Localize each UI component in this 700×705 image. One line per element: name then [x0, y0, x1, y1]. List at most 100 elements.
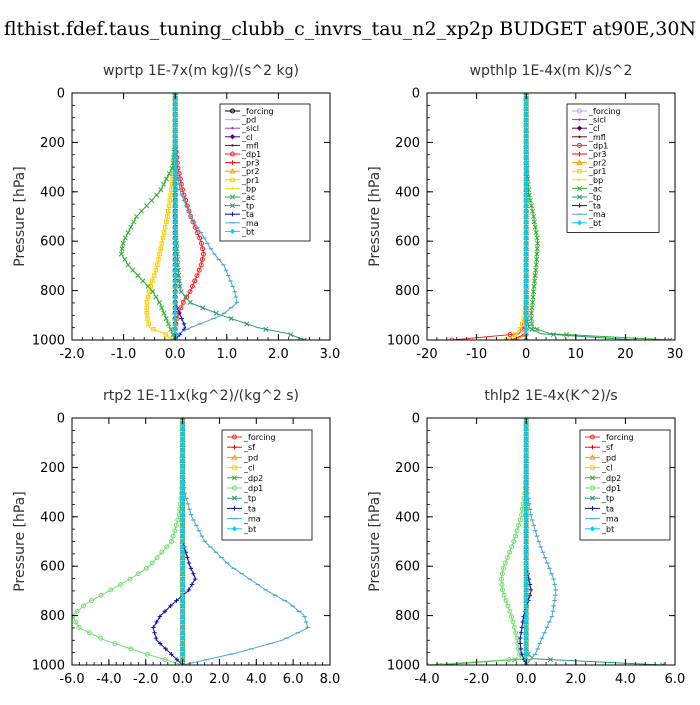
legend-entry: _forcing [572, 107, 621, 116]
data-point [146, 289, 152, 294]
data-point [533, 262, 539, 268]
data-point [179, 635, 186, 641]
data-point [531, 283, 537, 289]
data-point [172, 133, 178, 139]
data-point [534, 235, 540, 241]
data-point [179, 528, 186, 534]
legend-label: _sf [601, 443, 613, 452]
data-point [228, 315, 234, 322]
data-point [660, 662, 666, 665]
data-point [149, 560, 155, 566]
y-tick-label: 1000 [32, 334, 65, 349]
data-point [151, 327, 156, 332]
legend-marker [231, 454, 238, 460]
data-point [178, 289, 184, 295]
data-point [523, 549, 529, 555]
data-point [172, 165, 178, 171]
data-point [172, 138, 178, 144]
legend-box [221, 429, 313, 541]
data-point [172, 170, 178, 177]
data-point [176, 278, 182, 284]
data-point [169, 539, 174, 544]
data-point [153, 267, 159, 273]
data-point [144, 651, 150, 657]
data-point [179, 592, 186, 598]
data-point [523, 619, 529, 625]
legend-label: _dp1 [243, 484, 263, 493]
data-point [189, 582, 195, 587]
data-point [518, 646, 524, 652]
legend-marker [576, 220, 583, 226]
legend-label: _ac [588, 184, 602, 193]
data-point [145, 294, 151, 300]
data-point [191, 571, 196, 576]
data-point [122, 256, 128, 263]
data-point [125, 262, 131, 268]
data-point [547, 657, 554, 663]
legend-marker [231, 526, 238, 532]
legend-label: _mfl [241, 141, 259, 150]
legend-marker [576, 185, 583, 191]
data-point [179, 533, 186, 539]
data-point [172, 224, 178, 230]
y-tick-label: 200 [395, 136, 420, 151]
data-point [523, 565, 529, 571]
data-point [523, 587, 529, 593]
y-tick-label: 1000 [387, 334, 420, 349]
data-point [165, 214, 170, 219]
legend-marker [231, 144, 234, 147]
series-dp1 [72, 418, 186, 665]
data-point [177, 283, 183, 289]
legend-label: _sicl [241, 124, 259, 133]
data-point [179, 646, 186, 652]
series-dp1 [449, 93, 529, 340]
legend-entry: _cl [585, 464, 613, 473]
data-point [179, 576, 186, 582]
data-point [523, 299, 529, 306]
data-point [523, 490, 529, 496]
data-point [523, 533, 529, 539]
data-point [169, 652, 174, 657]
data-point [523, 170, 529, 177]
data-point [179, 560, 186, 566]
data-point [179, 614, 186, 620]
data-point [180, 418, 186, 421]
legend-marker [576, 125, 583, 131]
data-point [523, 187, 529, 193]
data-point [523, 111, 529, 118]
legend-entry: _forcing [585, 433, 634, 442]
legend-box [566, 103, 660, 233]
data-point [523, 528, 529, 534]
data-point [523, 305, 529, 311]
legend-marker [578, 135, 581, 139]
data-point [523, 176, 529, 182]
data-point [179, 581, 186, 588]
legend-entry: _pr1 [572, 167, 606, 176]
data-point [172, 315, 178, 322]
data-point [523, 431, 529, 437]
data-point [518, 635, 523, 641]
legend-entry: _ma [572, 210, 606, 219]
data-point [179, 431, 186, 437]
data-point [172, 256, 178, 263]
x-tick-label: 3.0 [320, 347, 341, 362]
data-point [530, 208, 536, 214]
data-point [168, 192, 173, 198]
data-point [127, 576, 133, 582]
data-point [213, 310, 219, 316]
data-point [504, 555, 510, 561]
data-point [523, 229, 529, 236]
legend-marker [232, 445, 237, 450]
data-point [523, 149, 529, 155]
data-point [149, 197, 155, 203]
data-point [173, 522, 179, 528]
y-axis-label: Pressure [hPa] [12, 166, 28, 266]
data-point [179, 630, 186, 636]
data-point [172, 219, 178, 225]
data-point [192, 576, 198, 582]
data-point [89, 598, 95, 604]
data-point [172, 111, 178, 118]
data-point [158, 187, 164, 193]
legend-label: _tp [588, 193, 601, 202]
data-point [523, 442, 529, 448]
